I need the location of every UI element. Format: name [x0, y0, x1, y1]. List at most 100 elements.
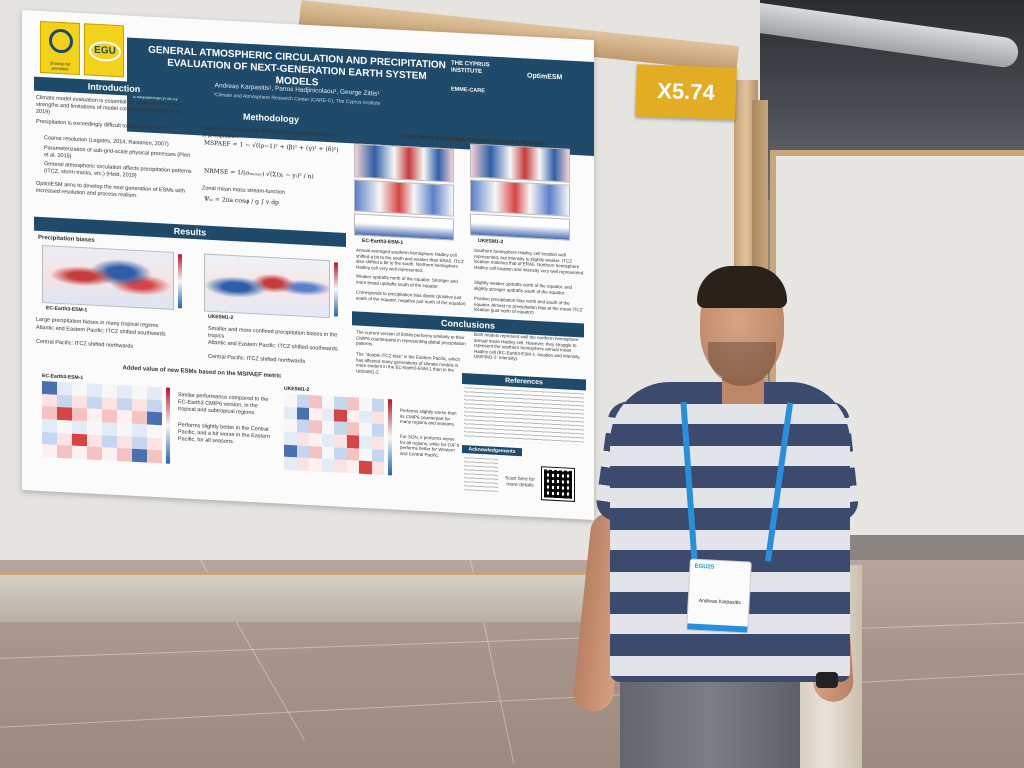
heatmap-cell [117, 448, 132, 462]
heatmap-cell [87, 446, 102, 461]
heatmap-cell [117, 422, 132, 437]
precip-colorbar-1 [178, 254, 182, 309]
pressure-velocity-plot-ukesm [470, 179, 570, 217]
intro-bullet: OptimESM aims to develop the next genera… [36, 180, 185, 200]
scientific-poster: Sharing not permitted EGU GENERAL ATMOSP… [22, 10, 594, 520]
heatmap-cell [72, 420, 87, 435]
heatmap-cell [87, 408, 102, 423]
heatmap-cell [359, 435, 372, 449]
heatmap-cell [334, 396, 347, 410]
heatmap-cell [87, 396, 102, 410]
heatmap-cell [147, 449, 162, 464]
heatmap-cell [72, 433, 87, 447]
stream-label-ukesm: UKESM1-2 [478, 237, 504, 246]
egu-logo-box: EGU [84, 23, 124, 78]
heatmap-cell [321, 421, 334, 435]
striped-polo-shirt [610, 382, 850, 682]
heatmap-cell [309, 433, 322, 447]
heatmap-cell [57, 432, 72, 446]
heatmap-cell [132, 411, 147, 425]
results-subheading: Precipitation biases [38, 234, 95, 244]
mspaef-heatmap-ukesm [284, 393, 384, 475]
cyprus-institute-logo: THE CYPRUS INSTITUTE [451, 60, 490, 76]
stream-label-ec-earth: EC-Earth3-ESM-1 [362, 237, 404, 246]
wristwatch [816, 672, 838, 688]
heatmap-cell [57, 407, 72, 421]
heatmap-cell [321, 433, 334, 448]
heatmap-cell [371, 423, 384, 437]
heatmap-bullet: For SON, it performs worse for all regio… [400, 433, 460, 458]
heatmap-cell [132, 385, 147, 400]
heatmap-cell [72, 382, 87, 397]
heatmap-cell [102, 434, 117, 449]
heatmap-cell [346, 397, 359, 411]
results-bullet: Central Pacific: ITCZ shifted northwards [36, 338, 134, 350]
heatmap-cell [42, 431, 57, 446]
heatmap-cell [72, 407, 87, 422]
heatmap-label-ukesm: UKESM1-2 [284, 385, 310, 394]
results-bullet: Central Pacific: ITCZ shifted northwards [208, 353, 306, 365]
heatmap-cell [346, 422, 359, 436]
egu-logo: EGU [89, 40, 121, 63]
heatmap-cell [117, 410, 132, 424]
precip-bias-map-ec-earth [42, 245, 174, 310]
stream-bullet: Annual averaged southern hemisphere Hadl… [356, 247, 464, 273]
heatmap-bullet: Similar performance compared to the EC-E… [178, 392, 269, 417]
booth-number-sign: X5.74 [635, 64, 737, 120]
heatmap-cell [309, 420, 322, 434]
heatmap-cell [346, 447, 359, 461]
heatmap-cell [321, 408, 334, 422]
badge-name: Andreas Karpasitis [698, 597, 741, 607]
heatmap-cell [371, 448, 384, 463]
streamfunction-plot-ec-earth [354, 143, 454, 183]
heatmap-colorbar-2 [388, 399, 392, 476]
heatmap-cell [296, 457, 309, 472]
heatmap-cell [87, 421, 102, 435]
name-badge: EGU25 Andreas Karpasitis [686, 558, 752, 634]
mspaef-heatmap-ec-earth [42, 381, 162, 464]
precip-line-plot-ec-earth [354, 213, 454, 241]
heatmap-cell [147, 437, 162, 451]
heatmap-cell [132, 449, 147, 463]
heatmap-cell [321, 459, 334, 473]
optimesm-logo: OptimESM [527, 72, 563, 82]
heatmap-cell [117, 435, 132, 450]
heatmap-cell [42, 419, 57, 433]
heatmap-cell [147, 411, 162, 426]
heatmap-cell [359, 448, 372, 462]
stream-bullet: Corresponds to precipitation bias dipole… [356, 289, 466, 306]
heatmap-cell [72, 395, 87, 409]
heatmap-cell [371, 436, 384, 450]
heatmap-cell [57, 419, 72, 434]
heatmap-cell [147, 386, 162, 400]
heatmap-cell [309, 407, 322, 422]
map-label-ec-earth: EC-Earth3-ESM-1 [46, 305, 88, 314]
sharing-not-permitted-logo: Sharing not permitted [40, 20, 80, 76]
conclusion-bullet: The "double ITCZ bias" in the Eastern Pa… [356, 351, 460, 375]
heatmap-cell [334, 447, 347, 461]
heatmap-bullet: Performs slightly better in the Central … [178, 422, 271, 446]
heatmap-cell [132, 423, 147, 438]
presenter: EGU25 Andreas Karpasitis [560, 262, 861, 768]
added-value-title: Added value of new ESMs based on the MSP… [122, 365, 282, 380]
board-base [0, 572, 600, 622]
acknowledgements-heading: Acknowledgements [462, 445, 522, 457]
heatmap-cell [87, 434, 102, 448]
no-sharing-icon [49, 28, 73, 54]
heatmap-cell [296, 407, 309, 421]
heatmap-cell [102, 384, 117, 398]
heatmap-cell [87, 383, 102, 397]
heatmap-cell [346, 409, 359, 423]
heatmap-cell [57, 394, 72, 408]
heatmap-cell [296, 394, 309, 408]
heatmap-colorbar-1 [166, 387, 170, 464]
heatmap-cell [42, 393, 57, 408]
heatmap-cell [334, 459, 347, 474]
heatmap-cell [147, 424, 162, 438]
heatmap-cell [102, 422, 117, 436]
heatmap-cell [284, 419, 297, 433]
heatmap-cell [132, 398, 147, 412]
trousers [620, 674, 800, 768]
acknowledgements-text-lines [464, 457, 498, 495]
streamfunction-plot-ukesm [470, 143, 570, 183]
